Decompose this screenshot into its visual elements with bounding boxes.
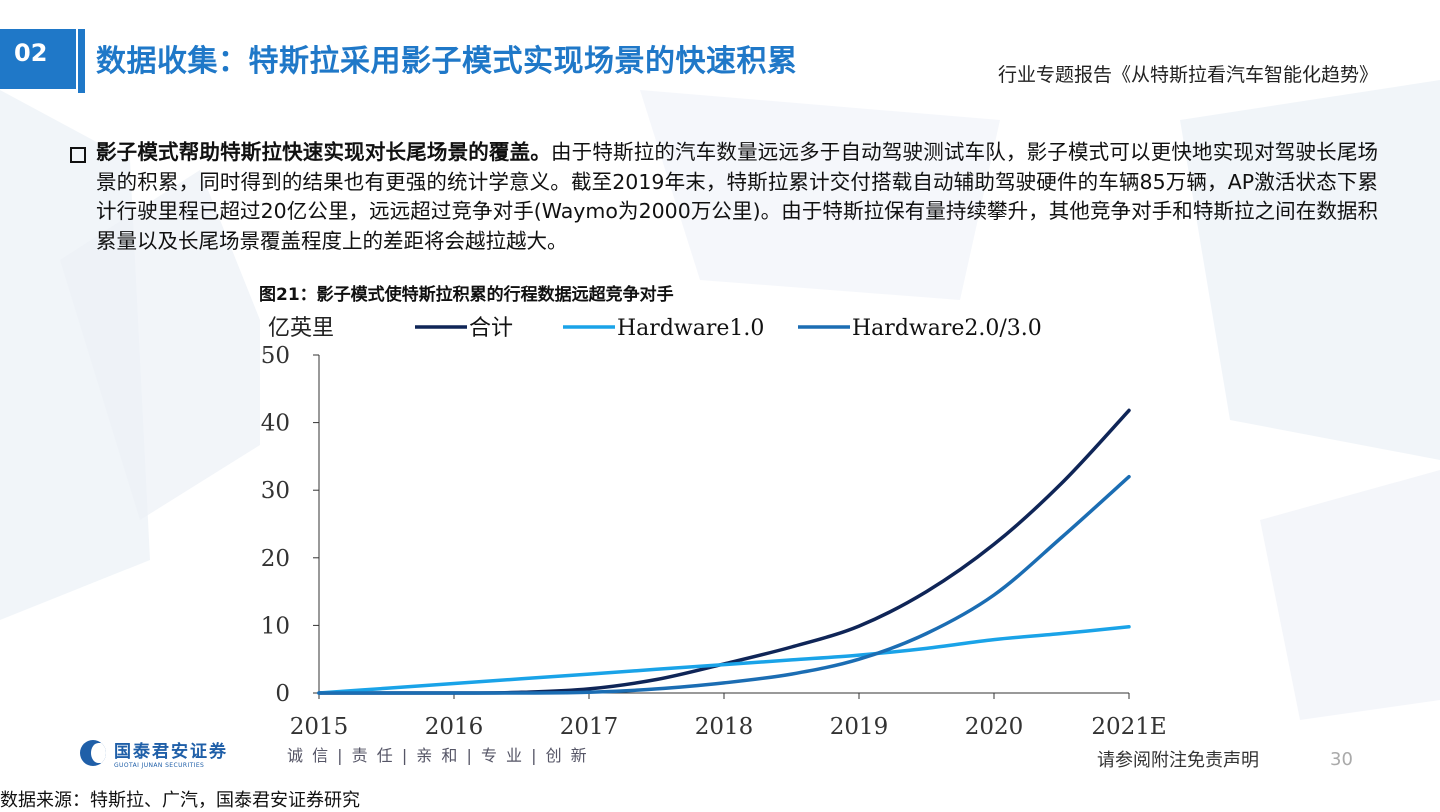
- figure-title: 图21：影子模式使特斯拉积累的行程数据远超竞争对手: [259, 285, 674, 305]
- x-tick-label: 2016: [425, 714, 484, 740]
- y-tick-label: 50: [261, 343, 290, 369]
- y-tick-label: 40: [261, 411, 290, 437]
- legend-label: Hardware2.0/3.0: [852, 316, 1042, 341]
- x-tick-label: 2020: [965, 714, 1024, 740]
- y-tick-label: 0: [275, 681, 290, 707]
- page-title: 数据收集：特斯拉采用影子模式实现场景的快速积累: [96, 44, 798, 79]
- section-divider-bar: [78, 29, 85, 93]
- logo-name-cn: 国泰君安证券: [114, 742, 228, 762]
- report-name: 行业专题报告《从特斯拉看汽车智能化趋势》: [997, 64, 1378, 86]
- x-tick-label: 2017: [560, 714, 619, 740]
- chart-canvas: 0 10 20 30 40 50 2015 2016 2017 2018 2019 2020 2021E…: [261, 316, 1167, 740]
- disclaimer-note: 请参阅附注免责声明: [1097, 750, 1259, 771]
- legend-label: Hardware1.0: [617, 316, 764, 341]
- section-number-badge: 02: [0, 29, 76, 89]
- paragraph-text: 由于特斯拉的汽车数量远远多于自动驾驶测试车队，影子模式可以更快地实现对驾驶长尾场…: [96, 140, 1378, 253]
- series-line: [317, 474, 1131, 695]
- y-tick-label: 30: [261, 478, 290, 504]
- y-axis-unit-label: 亿英里: [268, 316, 334, 341]
- x-tick-label: 2021E: [1091, 714, 1166, 740]
- line-chart: 0 10 20 30 40 50 2015 2016 2017 2018 2019 2020 2021E…: [260, 305, 1183, 740]
- bullet-square-icon: [70, 147, 86, 163]
- x-tick-label: 2015: [290, 714, 349, 740]
- page-number: 30: [1330, 749, 1353, 770]
- body-paragraph: 影子模式帮助特斯拉快速实现对长尾场景的覆盖。由于特斯拉的汽车数量远远多于自动驾驶…: [96, 138, 1378, 256]
- x-tick-label: 2018: [695, 714, 754, 740]
- company-motto: 诚 信 | 责 任 | 亲 和 | 专 业 | 创 新: [287, 746, 589, 765]
- paragraph-lead: 影子模式帮助特斯拉快速实现对长尾场景的覆盖。: [96, 140, 551, 164]
- logo-name-en: GUOTAI JUNAN SECURITIES: [114, 762, 205, 769]
- data-source: 数据来源：特斯拉、广汽，国泰君安证券研究: [0, 790, 360, 811]
- company-logo: 国泰君安证券 GUOTAI JUNAN SECURITIES: [80, 738, 228, 769]
- logo-icon: [80, 740, 106, 766]
- legend-label: 合计: [469, 316, 513, 341]
- y-tick-label: 20: [261, 546, 290, 572]
- series-line: [317, 625, 1131, 695]
- x-tick-label: 2019: [830, 714, 889, 740]
- y-tick-label: 10: [261, 613, 290, 639]
- series-line: [317, 408, 1131, 695]
